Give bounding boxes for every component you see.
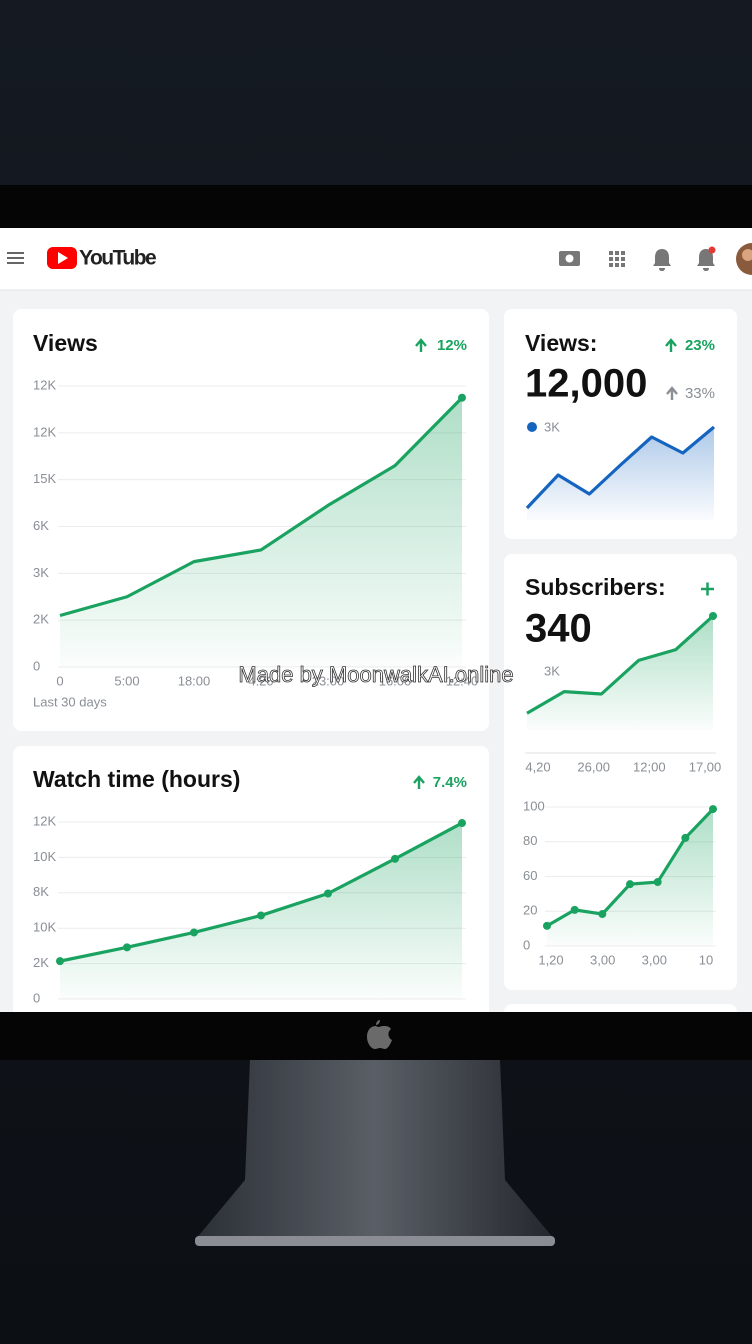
x-tick-label: 4,20 xyxy=(525,759,550,774)
y-tick-label: 20 xyxy=(523,903,537,918)
x-tick-label: 1,20 xyxy=(538,952,563,967)
x-tick-label: 5:00 xyxy=(114,673,139,688)
y-tick-label: 80 xyxy=(523,833,537,848)
change: 12% xyxy=(437,337,467,354)
point xyxy=(257,911,265,920)
y-tick-label: 2K xyxy=(33,955,49,970)
monitor-stand xyxy=(195,1060,555,1240)
point xyxy=(123,943,131,952)
notification-badge xyxy=(708,246,716,254)
legend: 3K xyxy=(544,419,560,434)
area xyxy=(527,616,713,730)
arrow-icon xyxy=(666,386,678,400)
y-tick-label: 10K xyxy=(33,849,56,864)
brand: YouTube xyxy=(79,247,156,270)
legend-dot xyxy=(527,422,537,432)
add-icon[interactable] xyxy=(701,582,714,596)
change: 7.4% xyxy=(433,774,467,791)
y-tick-label: 12K xyxy=(33,813,56,828)
x-tick-label: 23:00 xyxy=(312,673,345,688)
point xyxy=(56,957,64,966)
x-tick-label: 18:00 xyxy=(178,673,211,688)
secondary-change: 33% xyxy=(685,385,715,402)
arrow-icon xyxy=(415,338,427,352)
point xyxy=(543,921,551,930)
legend: 3K xyxy=(544,663,560,678)
card-title: Views xyxy=(33,330,98,356)
watermark: Made by MoonwalkAI.online xyxy=(238,662,513,687)
point xyxy=(709,805,717,814)
x-tick-label: 12:40 xyxy=(446,673,479,688)
stand-base xyxy=(195,1236,555,1246)
point xyxy=(570,905,579,914)
arrow-icon xyxy=(665,338,677,352)
camera-icon[interactable] xyxy=(559,251,580,266)
notification-icon[interactable] xyxy=(697,249,715,271)
total: 340 xyxy=(525,607,592,651)
apple-logo xyxy=(367,1020,392,1049)
x-tick-label: 3,00 xyxy=(642,952,667,967)
area xyxy=(527,427,714,520)
point xyxy=(598,910,607,919)
x-tick-label: 3,00 xyxy=(590,952,615,967)
point xyxy=(190,928,198,937)
point xyxy=(709,612,717,620)
change: 23% xyxy=(685,337,715,354)
point xyxy=(653,878,662,887)
play-glyph xyxy=(58,252,68,264)
x-tick-label: 12;00 xyxy=(633,759,666,774)
y-tick-label: 12K xyxy=(33,377,56,392)
y-tick-label: 0 xyxy=(523,937,530,952)
area xyxy=(60,823,462,999)
header-bar xyxy=(0,228,752,290)
notification-icon[interactable] xyxy=(653,249,671,271)
card-title: Subscribers: xyxy=(525,574,666,600)
y-tick-label: 60 xyxy=(523,868,537,883)
line xyxy=(59,396,464,618)
y-tick-label: 15K xyxy=(33,471,56,486)
line xyxy=(526,614,715,715)
y-tick-label: 8K xyxy=(33,884,49,899)
point xyxy=(681,833,690,842)
area xyxy=(547,809,713,946)
x-tick-label: 10 xyxy=(699,952,713,967)
y-tick-label: 12K xyxy=(33,424,56,439)
menu-icon[interactable] xyxy=(7,252,24,264)
apps-icon[interactable] xyxy=(609,251,625,267)
point xyxy=(324,889,332,898)
x-tick-label: 17,00 xyxy=(689,759,722,774)
x-tick-label: 26,00 xyxy=(577,759,610,774)
y-tick-label: 6K xyxy=(33,518,49,533)
card-title: Views: xyxy=(525,330,597,356)
y-tick-label: 0 xyxy=(33,658,40,673)
y-tick-label: 100 xyxy=(523,798,545,813)
point xyxy=(391,854,399,863)
y-tick-label: 10K xyxy=(33,920,56,935)
point xyxy=(458,393,466,402)
y-tick-label: 3K xyxy=(33,565,49,580)
x-tick-label: 4:20 xyxy=(248,673,273,688)
point xyxy=(626,880,634,889)
total: 12,000 xyxy=(525,362,647,406)
y-tick-label: 2K xyxy=(33,612,49,627)
point xyxy=(458,819,466,828)
avatar-face xyxy=(742,249,752,261)
footer: Last 30 days xyxy=(33,694,107,709)
x-tick-label: 16:00 xyxy=(379,673,412,688)
y-tick-label: 0 xyxy=(33,990,40,1005)
line xyxy=(525,425,716,510)
x-tick-label: 0 xyxy=(56,673,63,688)
card-title: Watch time (hours) xyxy=(33,766,240,792)
arrow-icon xyxy=(413,775,425,789)
area xyxy=(60,397,462,667)
